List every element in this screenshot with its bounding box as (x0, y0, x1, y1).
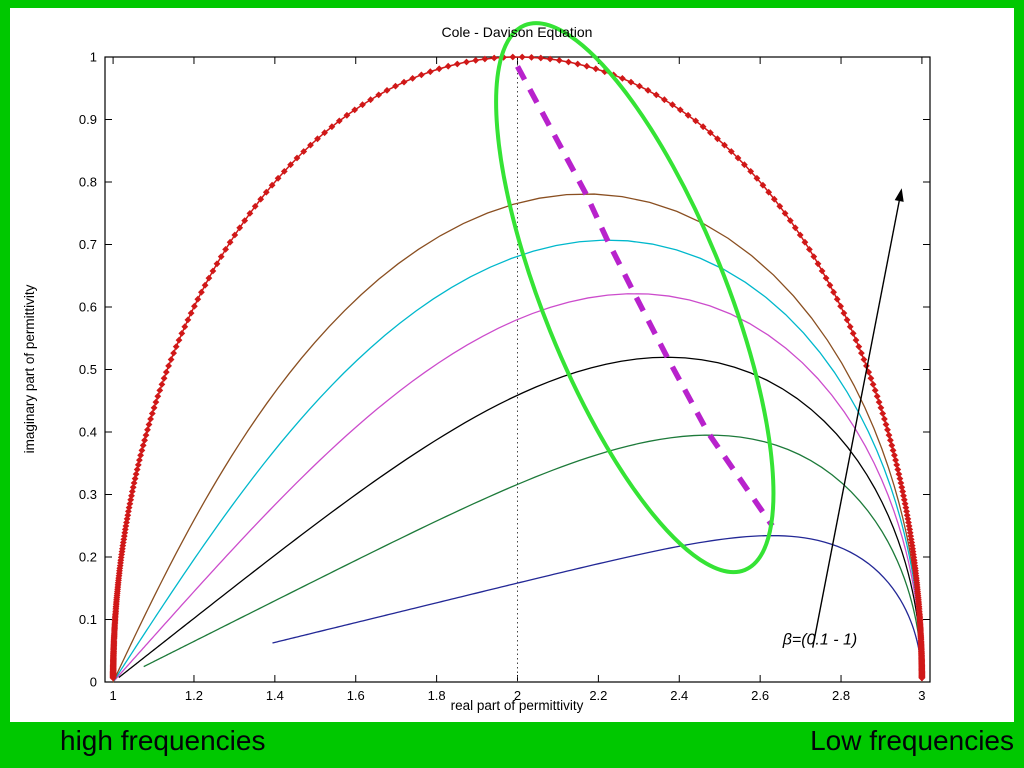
high-frequencies-label: high frequencies (60, 725, 266, 756)
low-frequencies-label: Low frequencies (810, 725, 1014, 756)
x-axis-label: real part of permittivity (451, 698, 584, 713)
annotations-layer: β=(0.1 - 1) (494, 21, 904, 649)
arrow-line (812, 200, 900, 648)
y-tick-label: 0.5 (79, 362, 97, 377)
y-tick-label: 0.7 (79, 237, 97, 252)
y-tick-label: 0.8 (79, 175, 97, 190)
x-tick-label: 2.2 (589, 688, 607, 703)
x-tick-label: 1.6 (347, 688, 365, 703)
highlight-ellipse (494, 21, 776, 575)
y-tick-label: 0.2 (79, 550, 97, 565)
y-tick-label: 0.6 (79, 300, 97, 315)
curve-beta-0.1 (272, 534, 923, 682)
x-tick-label: 3 (918, 688, 925, 703)
arrow-head (894, 188, 904, 202)
caption-band: high frequencies Low frequencies (0, 722, 1024, 768)
y-axis-label: imaginary part of permittivity (22, 284, 37, 453)
axes-layer: 1 1.2 1.4 1.6 1.8 2 2.2 2.4 2.6 2.8 3 0 0.1 0.2 0.3 0.4… (79, 50, 931, 703)
x-tick-label: 1 (109, 688, 116, 703)
curves-layer (109, 53, 926, 683)
y-tick-label: 0 (90, 675, 97, 690)
x-tick-label: 2.4 (670, 688, 688, 703)
peak-trace-dashed-line (515, 65, 775, 528)
x-tick-label: 2 (514, 688, 521, 703)
x-tick-label: 1.8 (428, 688, 446, 703)
beta-range-label: β=(0.1 - 1) (782, 632, 858, 649)
figure-area: 1 1.2 1.4 1.6 1.8 2 2.2 2.4 2.6 2.8 3 0 0.1 0.2 0.3 0.4… (10, 8, 1014, 722)
y-tick-label: 0.9 (79, 112, 97, 127)
y-tick-label: 0.3 (79, 487, 97, 502)
plot-svg: 1 1.2 1.4 1.6 1.8 2 2.2 2.4 2.6 2.8 3 0 0.1 0.2 0.3 0.4… (22, 21, 931, 713)
y-tick-label: 1 (90, 50, 97, 65)
chart-title: Cole - Davison Equation (442, 24, 593, 40)
y-tick-label: 0.4 (79, 425, 97, 440)
y-tick-label: 0.1 (79, 612, 97, 627)
x-tick-label: 1.2 (185, 688, 203, 703)
curve-beta-0.4 (113, 293, 923, 682)
x-tick-label: 1.4 (266, 688, 284, 703)
x-tick-label: 2.8 (832, 688, 850, 703)
x-tick-label: 2.6 (751, 688, 769, 703)
